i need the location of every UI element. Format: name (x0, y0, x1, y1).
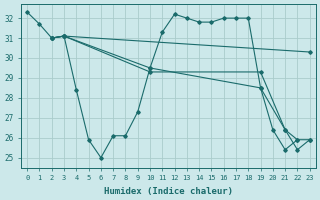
X-axis label: Humidex (Indice chaleur): Humidex (Indice chaleur) (104, 187, 233, 196)
